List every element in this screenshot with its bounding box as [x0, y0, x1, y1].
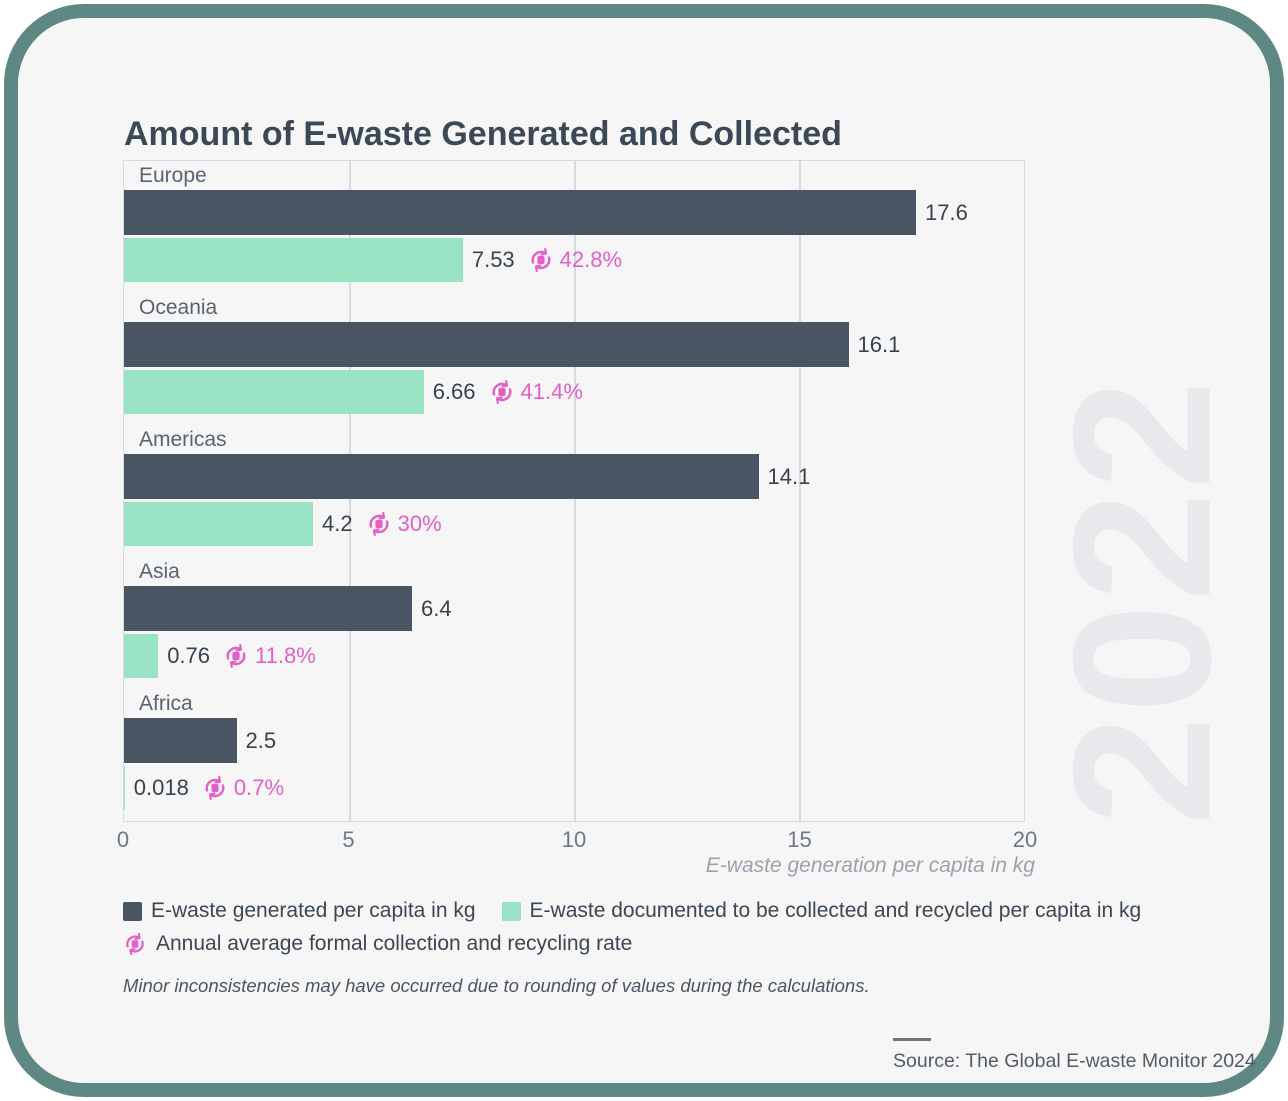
- footnote: Minor inconsistencies may have occurred …: [123, 975, 870, 996]
- x-axis-title: E-waste generation per capita in kg: [705, 854, 1035, 877]
- bar-groups: Europe 17.6 7.53 42.8% Oceania 16.1 6.66 41.4% A…: [124, 161, 1024, 821]
- legend-row-1: E-waste generated per capita in kg E-was…: [123, 899, 1141, 923]
- generated-bar: [124, 322, 849, 367]
- region-group-americas: Americas 14.1 4.2 30%: [124, 425, 1024, 557]
- collected-bar-row: 7.53 42.8%: [124, 238, 1024, 282]
- region-label: Africa: [139, 692, 193, 715]
- bar-value-label: 7.53: [471, 247, 515, 272]
- recycle-icon: [226, 643, 246, 669]
- recycle-icon: [492, 379, 512, 405]
- collected-bar-row: 4.2 30%: [124, 502, 1024, 546]
- x-tick-label-10: 10: [561, 827, 587, 852]
- recycling-rate: 42.8%: [528, 247, 622, 273]
- generated-bar: [124, 586, 412, 631]
- recycle-icon: [369, 511, 389, 537]
- generated-bar-row: 2.5: [124, 718, 1024, 763]
- bar-value-label: 16.1: [857, 331, 901, 357]
- recycling-rate: 11.8%: [223, 643, 316, 669]
- generated-bar: [124, 454, 759, 499]
- legend-label-rate: Annual average formal collection and rec…: [156, 932, 633, 955]
- recycle-icon: [205, 775, 225, 801]
- legend-item-rate: Annual average formal collection and rec…: [123, 932, 632, 956]
- region-label: Oceania: [139, 296, 218, 319]
- collected-bar: [124, 766, 125, 810]
- recycling-rate: 41.4%: [489, 379, 583, 405]
- source-divider: [893, 1038, 931, 1041]
- collected-bar: [124, 238, 463, 282]
- bar-value-label: 0.018: [133, 775, 189, 800]
- year-watermark: 2022: [1032, 376, 1252, 826]
- legend-label-generated: E-waste generated per capita in kg: [151, 899, 476, 922]
- x-tick-label-0: 0: [116, 827, 130, 852]
- recycle-icon: [531, 247, 551, 273]
- region-group-oceania: Oceania 16.1 6.66 41.4%: [124, 293, 1024, 425]
- generated-bar-row: 6.4: [124, 586, 1024, 631]
- card-frame: [4, 4, 1284, 1097]
- region-group-africa: Africa 2.5 0.018 0.7%: [124, 689, 1024, 821]
- legend-label-collected: E-waste documented to be collected and r…: [529, 899, 1142, 922]
- generated-bar: [124, 718, 237, 763]
- generated-bar-row: 16.1: [124, 322, 1024, 367]
- source-block: Source: The Global E-waste Monitor 2024: [893, 1038, 1256, 1073]
- collected-bar: [124, 502, 313, 546]
- collected-bar: [124, 370, 424, 414]
- recycling-rate-value: 41.4%: [520, 379, 583, 404]
- region-group-europe: Europe 17.6 7.53 42.8%: [124, 161, 1024, 293]
- bar-value-label: 4.2: [322, 511, 353, 536]
- x-tick-label-5: 5: [342, 827, 355, 852]
- legend-swatch-generated: [123, 901, 142, 921]
- generated-bar: [124, 190, 916, 235]
- region-label: Asia: [139, 560, 180, 583]
- recycling-rate: 30%: [366, 511, 442, 537]
- region-group-asia: Asia 6.4 0.76 11.8%: [124, 557, 1024, 689]
- bar-value-label: 6.66: [432, 379, 476, 404]
- recycling-rate: 0.7%: [202, 775, 284, 801]
- collected-bar: [124, 634, 159, 678]
- plot-area: Europe 17.6 7.53 42.8% Oceania 16.1 6.66 41.4% A…: [123, 160, 1025, 822]
- bar-value-label: 2.5: [245, 727, 277, 753]
- source-text: Source: The Global E-waste Monitor 2024: [893, 1049, 1256, 1072]
- bar-value-label: 0.76: [167, 643, 211, 668]
- collected-bar-row: 6.66 41.4%: [124, 370, 1024, 414]
- x-tick-label-15: 15: [787, 827, 812, 852]
- generated-bar-row: 17.6: [124, 190, 1024, 235]
- x-axis-ticks: 0 5 10 15 20: [117, 827, 1037, 853]
- legend-row-2: Annual average formal collection and rec…: [123, 932, 1141, 956]
- legend-item-collected: E-waste documented to be collected and r…: [501, 899, 1142, 923]
- region-label: Americas: [139, 428, 227, 451]
- recycle-icon: [123, 932, 147, 956]
- bar-value-label: 14.1: [767, 463, 811, 489]
- recycling-rate-value: 30%: [397, 511, 442, 536]
- bar-value-label: 6.4: [421, 595, 452, 621]
- legend-swatch-collected: [501, 901, 521, 921]
- x-tick-label-20: 20: [1012, 827, 1038, 852]
- recycling-rate-value: 11.8%: [255, 643, 316, 668]
- bar-value-label: 17.6: [925, 199, 968, 225]
- legend-item-generated: E-waste generated per capita in kg: [123, 899, 476, 923]
- generated-bar-row: 14.1: [124, 454, 1024, 499]
- collected-bar-row: 0.018 0.7%: [124, 766, 1024, 810]
- legend: E-waste generated per capita in kg E-was…: [123, 899, 1141, 956]
- chart-title: Amount of E-waste Generated and Collecte…: [124, 114, 842, 153]
- gridline-15: [799, 161, 801, 821]
- recycling-rate-value: 42.8%: [559, 247, 623, 272]
- region-label: Europe: [139, 164, 207, 187]
- collected-bar-row: 0.76 11.8%: [124, 634, 1024, 678]
- recycling-rate-value: 0.7%: [233, 775, 285, 800]
